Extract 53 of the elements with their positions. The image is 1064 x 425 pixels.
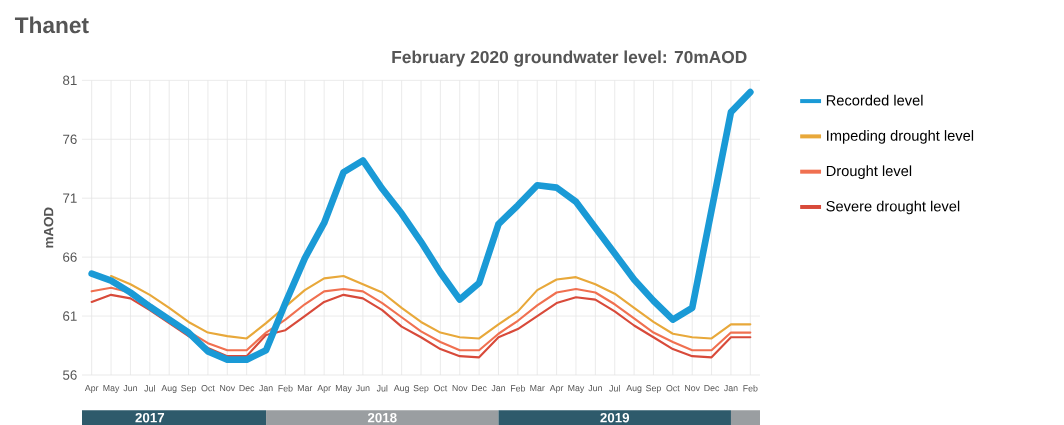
x-tick-label: Jan bbox=[491, 385, 506, 392]
x-tick-label: Mar bbox=[530, 385, 545, 392]
y-tick-label: 81 bbox=[63, 75, 77, 86]
x-tick-label: Aug bbox=[393, 385, 409, 393]
x-tick-label: Aug bbox=[626, 385, 642, 393]
x-tick-label: Nov bbox=[220, 385, 236, 392]
x-tick-label: Jul bbox=[144, 385, 155, 392]
x-tick-label: Dec bbox=[239, 385, 255, 392]
legend-label: Recorded level bbox=[826, 94, 923, 106]
x-tick-label: Jan bbox=[724, 385, 738, 392]
y-tick-label: 76 bbox=[63, 134, 77, 144]
x-tick-label: Sep bbox=[413, 385, 429, 394]
x-tick-label: Mar bbox=[297, 385, 313, 392]
x2-tick-label: 2018 bbox=[367, 412, 397, 423]
legend-label: Drought level bbox=[826, 165, 912, 180]
x-tick-label: Apr bbox=[84, 385, 99, 393]
x-tick-label: Jun bbox=[588, 385, 602, 392]
x-tick-label: May bbox=[568, 385, 585, 393]
x-tick-label: Jul bbox=[376, 385, 388, 392]
x-tick-label: Oct bbox=[666, 385, 680, 392]
y-tick-label: 61 bbox=[63, 311, 77, 321]
line-series bbox=[90, 293, 752, 359]
x-tick-label: Sep bbox=[181, 385, 196, 394]
x-tick-label: May bbox=[335, 385, 352, 393]
line-series bbox=[109, 274, 752, 340]
y-tick-label: 56 bbox=[63, 370, 77, 380]
x-tick-label: Feb bbox=[278, 385, 293, 392]
x-tick-label: Jun bbox=[123, 385, 137, 392]
y-tick-label: 71 bbox=[63, 193, 77, 203]
x-tick-label: Oct bbox=[201, 385, 215, 392]
y-axis-title: mAOD bbox=[43, 207, 54, 248]
x2-tick-label: 2019 bbox=[600, 412, 630, 423]
x-tick-label: Aug bbox=[161, 385, 177, 393]
x-tick-label: Nov bbox=[452, 385, 468, 392]
legend-label: Impeding drought level bbox=[827, 130, 974, 144]
chart-title: Thanet bbox=[14, 16, 89, 34]
legend-label: Severe drought level bbox=[826, 200, 960, 215]
x-tick-label: Dec bbox=[704, 385, 720, 392]
y-tick-label: 66 bbox=[63, 252, 77, 262]
x-tick-label: Sep bbox=[646, 385, 661, 394]
x-tick-label: Dec bbox=[472, 385, 487, 392]
x-tick-label: May bbox=[103, 385, 120, 393]
x-tick-label: Feb bbox=[743, 385, 758, 392]
x-tick-label: Apr bbox=[549, 385, 564, 393]
x2-tick-label: 2017 bbox=[135, 412, 165, 423]
x-tick-label: Nov bbox=[685, 385, 700, 392]
x-tick-label: Oct bbox=[433, 385, 448, 392]
x-tick-label: Jan bbox=[259, 385, 273, 392]
x-tick-label: Jul bbox=[609, 385, 620, 392]
x-tick-label: Feb bbox=[511, 385, 526, 392]
x-tick-label: Jun bbox=[355, 385, 370, 392]
x-tick-label: Apr bbox=[317, 385, 331, 393]
chart-subtitle: February 2020 groundwater level: 70mAOD bbox=[392, 50, 747, 67]
